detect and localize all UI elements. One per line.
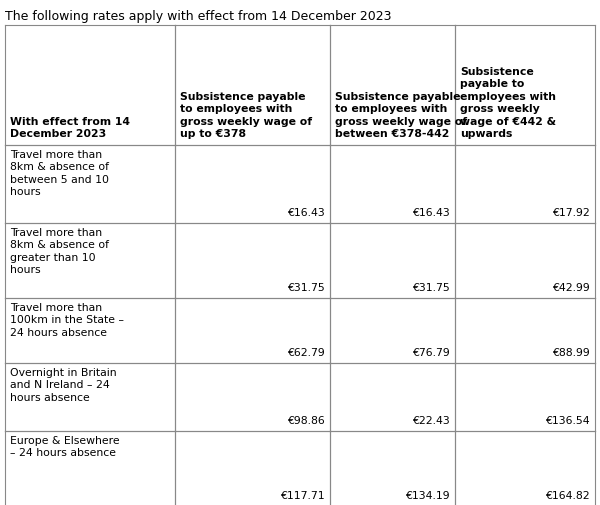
Text: €136.54: €136.54 xyxy=(545,416,590,426)
Text: The following rates apply with effect from 14 December 2023: The following rates apply with effect fr… xyxy=(5,10,392,23)
Text: Travel more than
8km & absence of
greater than 10
hours: Travel more than 8km & absence of greate… xyxy=(10,228,109,275)
Text: With effect from 14
December 2023: With effect from 14 December 2023 xyxy=(10,117,130,139)
Text: €42.99: €42.99 xyxy=(552,283,590,293)
Text: €164.82: €164.82 xyxy=(545,491,590,501)
Text: Overnight in Britain
and N Ireland – 24
hours absence: Overnight in Britain and N Ireland – 24 … xyxy=(10,368,116,403)
Text: €62.79: €62.79 xyxy=(287,348,325,358)
Text: €134.19: €134.19 xyxy=(406,491,450,501)
Text: €22.43: €22.43 xyxy=(412,416,450,426)
Text: Europe & Elsewhere
– 24 hours absence: Europe & Elsewhere – 24 hours absence xyxy=(10,436,119,459)
Text: €88.99: €88.99 xyxy=(552,348,590,358)
Text: Subsistence payable
to employees with
gross weekly wage of
up to €378: Subsistence payable to employees with gr… xyxy=(180,92,312,139)
Text: €17.92: €17.92 xyxy=(552,208,590,218)
Text: Subsistence payable
to employees with
gross weekly wage of
between €378-442: Subsistence payable to employees with gr… xyxy=(335,92,467,139)
Text: €76.79: €76.79 xyxy=(412,348,450,358)
Text: €31.75: €31.75 xyxy=(412,283,450,293)
Text: €117.71: €117.71 xyxy=(280,491,325,501)
Text: €16.43: €16.43 xyxy=(287,208,325,218)
Text: Travel more than
100km in the State –
24 hours absence: Travel more than 100km in the State – 24… xyxy=(10,303,124,338)
Text: €98.86: €98.86 xyxy=(287,416,325,426)
Text: Subsistence
payable to
employees with
gross weekly
wage of €442 &
upwards: Subsistence payable to employees with gr… xyxy=(460,67,556,139)
Text: €31.75: €31.75 xyxy=(287,283,325,293)
Text: €16.43: €16.43 xyxy=(412,208,450,218)
Text: Travel more than
8km & absence of
between 5 and 10
hours: Travel more than 8km & absence of betwee… xyxy=(10,150,109,197)
